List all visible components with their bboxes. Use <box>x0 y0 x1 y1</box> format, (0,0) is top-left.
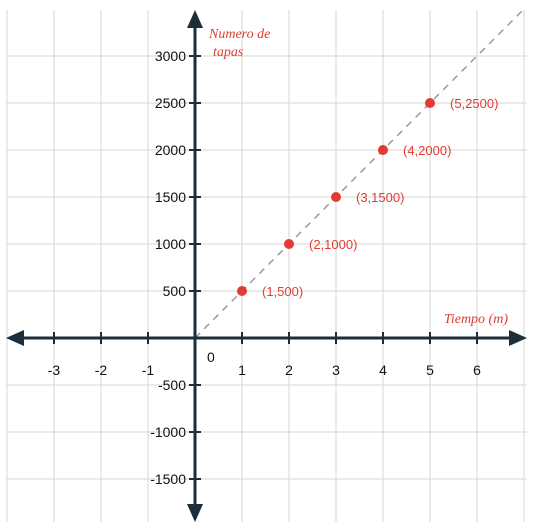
y-axis-title: Numero de tapas <box>208 27 270 60</box>
data-point <box>237 286 247 296</box>
data-point <box>284 239 294 249</box>
y-axis-arrow-up <box>187 10 203 28</box>
tick-labels: -3 -2 -1 1 2 3 4 5 6 -1500 -1000 -500 500 1000 1500 200… <box>48 48 481 487</box>
data-point-label: (3,1500) <box>356 190 404 205</box>
x-tick-label: -2 <box>95 362 108 378</box>
x-tick-label: 4 <box>379 362 387 378</box>
x-tick-label: 6 <box>473 362 481 378</box>
data-point <box>378 145 388 155</box>
x-axis-arrow-right <box>509 330 527 346</box>
x-tick-label: 2 <box>285 362 293 378</box>
data-point <box>331 192 341 202</box>
y-tick-label: -1000 <box>150 424 186 440</box>
y-tick-label: 2500 <box>155 95 186 111</box>
axis-titles: Numero de tapas Tiempo (m) <box>208 27 508 327</box>
y-tick-label: 1000 <box>155 236 186 252</box>
data-points: (1,500) (2,1000) (3,1500) (4,2000) (5,2500) <box>237 96 498 299</box>
x-tick-label: -3 <box>48 362 61 378</box>
x-tick-label: 5 <box>426 362 434 378</box>
grid <box>6 10 527 522</box>
y-axis-arrow-down <box>187 504 203 522</box>
data-point-label: (1,500) <box>262 284 303 299</box>
axes <box>6 10 527 522</box>
origin-label: 0 <box>207 349 215 365</box>
y-tick-label: 500 <box>163 283 187 299</box>
x-tick-label: 1 <box>238 362 246 378</box>
y-axis-title-line: tapas <box>213 45 244 60</box>
data-point-label: (4,2000) <box>403 143 451 158</box>
data-point-label: (5,2500) <box>450 96 498 111</box>
y-tick-label: -1500 <box>150 471 186 487</box>
y-tick-label: 3000 <box>155 48 186 64</box>
y-axis-title-line: Numero de <box>208 27 270 42</box>
x-tick-label: -1 <box>142 362 155 378</box>
data-point-label: (2,1000) <box>309 237 357 252</box>
y-tick-label: -500 <box>158 377 186 393</box>
y-tick-label: 2000 <box>155 142 186 158</box>
x-tick-label: 3 <box>332 362 340 378</box>
x-axis-arrow-left <box>6 330 24 346</box>
x-axis-title: Tiempo (m) <box>444 312 509 327</box>
y-tick-label: 1500 <box>155 189 186 205</box>
data-point <box>425 98 435 108</box>
